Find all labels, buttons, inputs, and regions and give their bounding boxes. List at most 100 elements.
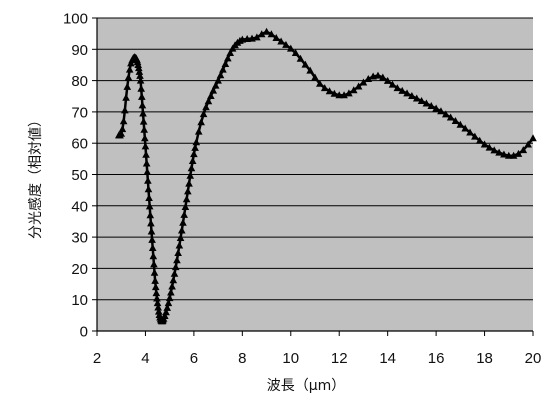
data-point-triangle: [359, 78, 368, 86]
y-tick-label: 100: [63, 11, 88, 28]
data-point-triangle: [432, 104, 440, 112]
data-point-triangle: [118, 125, 127, 133]
data-point-triangle: [330, 89, 339, 97]
data-point-triangle: [219, 65, 227, 73]
data-point-triangle: [153, 299, 162, 307]
y-tick-label: 60: [71, 136, 88, 153]
data-point-triangle: [150, 260, 158, 268]
data-point-triangle: [147, 227, 156, 235]
data-point-triangle: [144, 185, 153, 193]
data-point-triangle: [316, 79, 324, 87]
data-point-triangle: [181, 203, 190, 211]
data-point-triangle: [135, 67, 144, 75]
data-point-triangle: [221, 60, 230, 68]
data-point-triangle: [216, 71, 225, 79]
data-point-triangle: [277, 37, 285, 45]
data-point-triangle: [143, 168, 152, 175]
data-point-triangle: [495, 148, 503, 156]
data-point-triangle: [207, 91, 215, 99]
data-point-triangle: [214, 76, 222, 84]
data-point-triangle: [154, 307, 163, 315]
data-point-triangle: [146, 211, 155, 219]
data-point-triangle: [141, 142, 150, 150]
data-point-triangle: [140, 125, 149, 133]
data-point-triangle: [296, 54, 305, 62]
data-point-triangle: [403, 89, 411, 97]
data-point-triangle: [175, 241, 184, 249]
data-point-triangle: [180, 210, 188, 218]
data-point-triangle: [519, 146, 528, 154]
data-point-triangle: [137, 84, 146, 92]
data-point-triangle: [500, 150, 508, 158]
data-point-triangle: [253, 33, 261, 41]
data-point-triangle: [306, 66, 314, 74]
x-tick-label: 14: [379, 350, 396, 367]
data-point-triangle: [121, 106, 129, 114]
data-point-triangle: [134, 64, 143, 72]
data-point-triangle: [480, 140, 489, 148]
data-point-triangle: [184, 187, 192, 195]
x-tick-label: 18: [476, 350, 493, 367]
data-point-triangle: [291, 49, 300, 57]
data-point-triangle: [456, 120, 465, 128]
data-point-triangle: [117, 129, 126, 137]
data-point-triangle: [173, 256, 181, 264]
data-point-triangle: [422, 99, 431, 107]
data-point-triangle: [149, 252, 158, 260]
data-point-triangle: [524, 140, 532, 148]
data-point-triangle: [191, 143, 199, 151]
data-point-triangle: [199, 110, 208, 118]
data-point-triangle: [151, 283, 160, 291]
data-point-triangle: [301, 60, 310, 68]
data-point-triangle: [145, 193, 153, 201]
data-point-triangle: [190, 150, 198, 158]
data-point-triangle: [174, 249, 182, 257]
data-point-triangle: [154, 303, 162, 311]
data-point-triangle: [150, 268, 159, 276]
data-point-triangle: [226, 49, 235, 57]
x-tick-label: 2: [93, 350, 101, 367]
data-point-triangle: [514, 149, 523, 157]
data-point-triangle: [209, 86, 218, 94]
data-point-triangle: [142, 159, 151, 167]
x-tick-label: 6: [190, 350, 198, 367]
data-point-triangle: [194, 127, 203, 135]
data-point-triangle: [451, 116, 460, 124]
data-point-triangle: [388, 80, 397, 88]
data-point-triangle: [345, 89, 353, 97]
data-point-triangle: [188, 157, 197, 165]
data-point-triangle: [335, 91, 344, 99]
y-tick-label: 20: [71, 261, 88, 278]
data-point-triangle: [379, 73, 387, 81]
data-point-triangle: [171, 263, 180, 271]
data-point-triangle: [187, 164, 196, 172]
data-point-triangle: [179, 218, 187, 226]
x-tick-label: 4: [141, 350, 149, 367]
data-point-triangle: [144, 176, 152, 184]
data-point-triangle: [186, 171, 195, 179]
data-point-triangle: [161, 311, 169, 319]
data-point-triangle: [427, 101, 436, 109]
data-point-triangle: [267, 30, 276, 38]
data-point-triangle: [182, 195, 191, 203]
data-point-triangle: [272, 34, 281, 42]
x-tick-label: 8: [238, 350, 246, 367]
data-point-triangle: [192, 138, 201, 146]
data-point-triangle: [485, 143, 494, 151]
data-point-triangle: [349, 86, 358, 94]
data-point-triangle: [417, 96, 426, 104]
data-point-triangle: [123, 82, 132, 90]
data-point-triangle: [152, 289, 161, 297]
data-point-triangle: [122, 93, 130, 101]
y-tick-label: 70: [71, 104, 88, 121]
data-point-triangle: [466, 128, 474, 136]
data-point-triangle: [176, 234, 185, 242]
x-tick-label: 20: [525, 350, 542, 367]
data-point-triangle: [286, 44, 295, 52]
data-point-triangle: [142, 150, 150, 158]
data-point-triangle: [134, 60, 142, 68]
x-tick-label: 10: [282, 350, 299, 367]
data-point-triangle: [490, 146, 499, 154]
data-point-triangle: [153, 294, 161, 302]
